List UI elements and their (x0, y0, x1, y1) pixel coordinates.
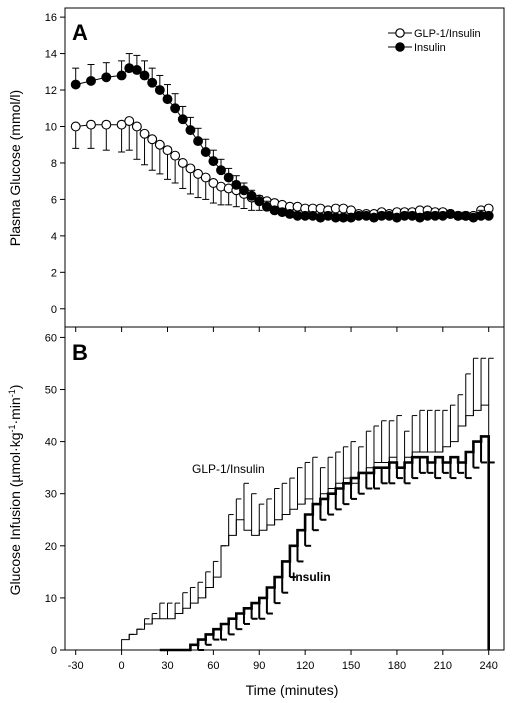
panel-b-plot (121, 357, 495, 652)
panel-b-letter: B (72, 340, 88, 365)
point-insulin (239, 185, 249, 196)
point-insulin (223, 172, 234, 183)
point-insulin (200, 147, 211, 157)
x-tick-label: 120 (296, 660, 314, 672)
y-tick-label: 0 (51, 645, 57, 657)
point-insulin (131, 65, 142, 75)
series-label-glp1-insulin: GLP-1/Insulin (192, 462, 265, 476)
point-glp1-insulin (162, 145, 173, 156)
x-tick-label: 60 (207, 660, 219, 672)
y-tick-label: 6 (51, 194, 57, 206)
panel-b-frame (64, 326, 505, 651)
legend-filled-circle-marker (395, 42, 405, 52)
panel-a-y-label: Plasma Glucose (mmol/l) (7, 90, 23, 246)
x-tick-label: 30 (161, 660, 173, 672)
y-tick-label: 4 (51, 231, 57, 243)
point-insulin (116, 70, 127, 81)
series-label-insulin: Insulin (292, 570, 331, 584)
x-tick-label: 180 (388, 660, 406, 672)
y-tick-label: 50 (45, 385, 57, 397)
panel-b-y-label: Glucose Infusion (µmol·kg-1·min-1) (7, 385, 23, 596)
point-glp1-insulin (139, 128, 150, 139)
point-insulin (216, 165, 226, 176)
x-tick-label: -30 (68, 660, 84, 672)
y-tick-label: 30 (45, 489, 57, 501)
point-glp1-insulin (124, 116, 135, 126)
point-glp1-insulin (70, 121, 81, 132)
y-tick-label: 0 (51, 304, 57, 316)
series-insulin (70, 53, 494, 223)
point-insulin (177, 114, 188, 125)
point-insulin (139, 70, 150, 81)
y-tick-label: 60 (45, 332, 57, 344)
point-insulin (162, 94, 173, 105)
x-tick-label: 90 (253, 660, 265, 672)
point-insulin (154, 85, 165, 95)
panel-b-y-axis: 0 10 20 30 40 50 60 (45, 332, 65, 657)
point-insulin (254, 196, 265, 207)
step-line (121, 404, 490, 650)
series-insulin (159, 435, 495, 652)
step-line (159, 435, 490, 652)
panel-a-frame (64, 7, 505, 328)
point-glp1-insulin (101, 119, 112, 130)
legend-label-insulin: Insulin (414, 42, 446, 54)
legend-open-circle-marker (395, 28, 405, 38)
point-insulin (70, 79, 81, 90)
point-insulin (86, 75, 96, 86)
y-tick-label: 20 (45, 541, 57, 553)
point-glp1-insulin (200, 172, 211, 183)
x-tick-label: 0 (119, 660, 125, 672)
point-glp1-insulin (154, 139, 165, 150)
panel-b-x-axis: -30 0 30 60 90 120 150 180 210 240 (68, 650, 498, 672)
y-tick-label: 12 (45, 85, 57, 97)
series-glp1-insulin (121, 357, 494, 650)
legend-label-glp1-insulin: GLP-1/Insulin (414, 28, 481, 40)
panel-a-y-axis: 0 2 4 6 8 10 12 14 16 (45, 12, 65, 316)
y-tick-label: 10 (45, 121, 57, 133)
point-glp1-insulin (185, 163, 196, 174)
y-tick-label: 10 (45, 593, 57, 605)
legend: GLP-1/Insulin Insulin (388, 28, 481, 54)
point-glp1-insulin (177, 157, 188, 168)
point-glp1-insulin (131, 121, 142, 132)
panel-a-letter: A (72, 20, 88, 45)
x-tick-label: 240 (480, 660, 498, 672)
point-insulin (483, 210, 494, 221)
point-insulin (246, 190, 257, 201)
point-insulin (231, 179, 242, 190)
panel-b-x-label: Time (minutes) (246, 682, 339, 698)
y-tick-label: 40 (45, 437, 57, 449)
point-insulin (170, 103, 181, 114)
series-line (75, 67, 489, 219)
panel-a-plot (70, 53, 494, 223)
point-insulin (185, 125, 196, 136)
point-insulin (101, 72, 112, 83)
series-glp1-insulin (70, 116, 494, 221)
point-glp1-insulin (86, 119, 96, 130)
point-insulin (147, 77, 158, 88)
panel-a-x-axis (75, 327, 490, 332)
x-tick-label: 150 (342, 660, 360, 672)
y-tick-label: 2 (51, 267, 57, 279)
y-tick-label: 16 (45, 12, 57, 24)
y-tick-label: 8 (51, 158, 57, 170)
point-glp1-insulin (147, 134, 158, 145)
point-insulin (208, 156, 219, 167)
x-tick-label: 210 (434, 660, 452, 672)
point-glp1-insulin (170, 150, 181, 161)
point-insulin (193, 136, 204, 147)
y-tick-label: 14 (45, 49, 57, 61)
